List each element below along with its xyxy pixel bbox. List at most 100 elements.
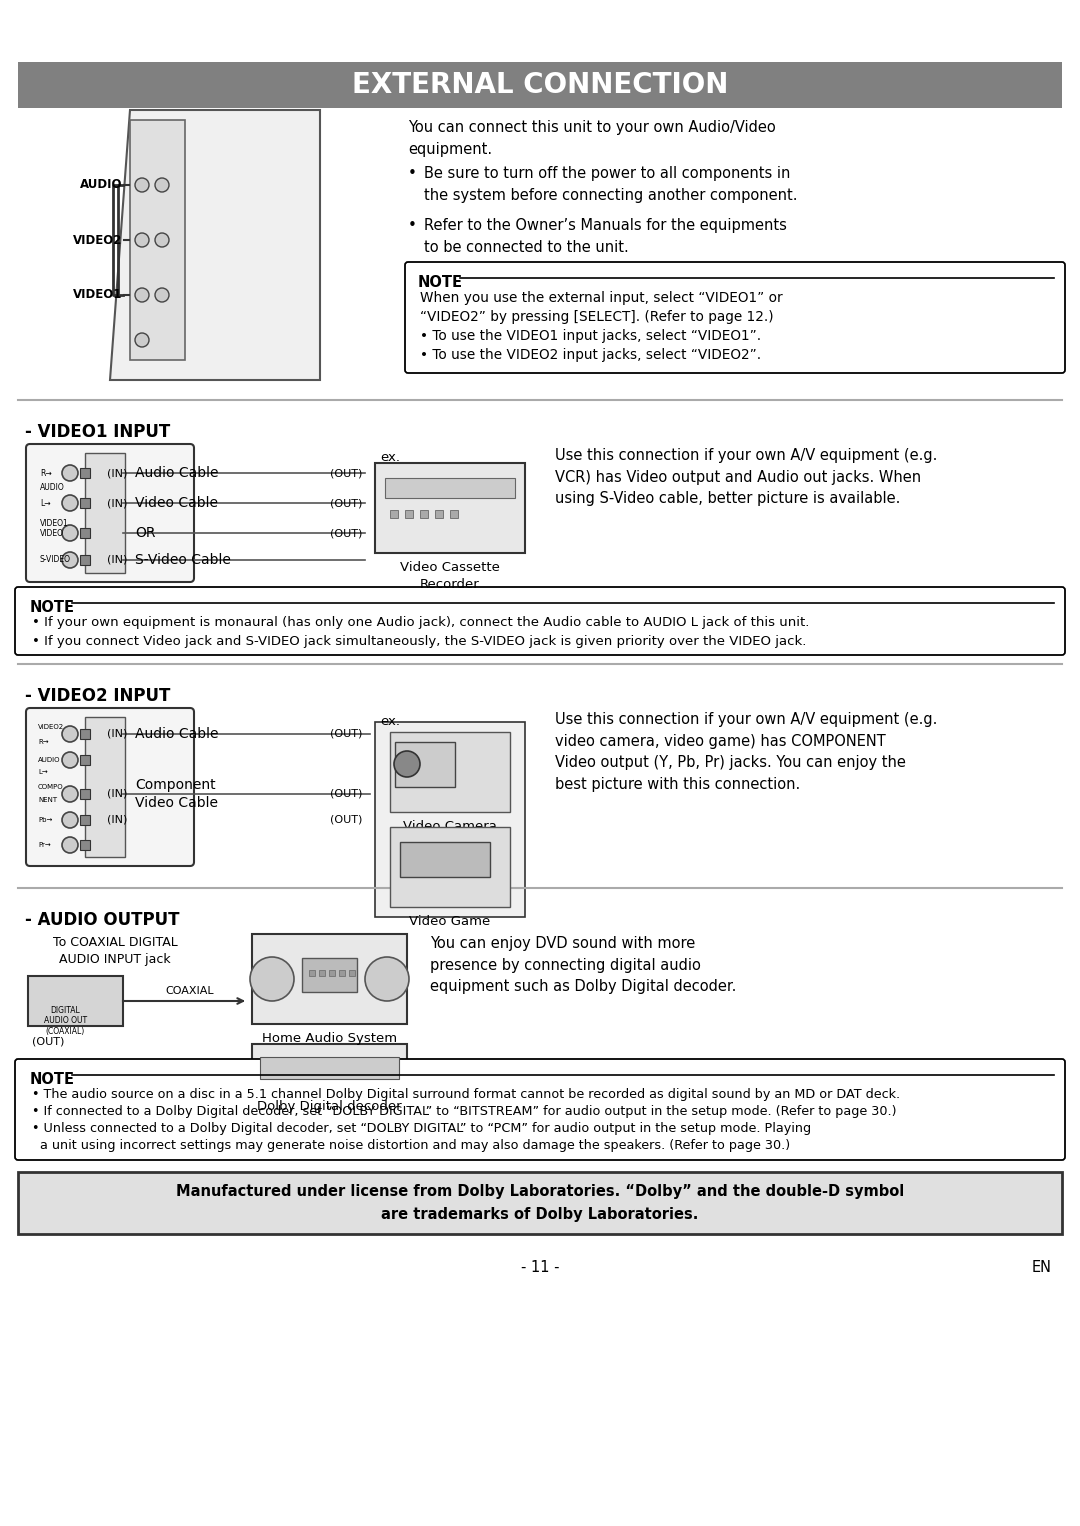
- Text: - 11 -: - 11 -: [521, 1260, 559, 1276]
- Bar: [390, 827, 510, 906]
- Bar: [80, 789, 90, 800]
- Text: NOTE: NOTE: [418, 275, 463, 290]
- Text: S-VIDEO: S-VIDEO: [40, 555, 71, 565]
- Circle shape: [156, 233, 168, 247]
- Text: equipment.: equipment.: [408, 142, 492, 157]
- Bar: [302, 958, 357, 992]
- Bar: [80, 555, 90, 565]
- Text: Manufactured under license from Dolby Laboratories. “Dolby” and the double-D sym: Manufactured under license from Dolby La…: [176, 1184, 904, 1222]
- Text: To COAXIAL DIGITAL
AUDIO INPUT jack: To COAXIAL DIGITAL AUDIO INPUT jack: [53, 935, 177, 966]
- Text: Use this connection if your own A/V equipment (e.g.
video camera, video game) ha: Use this connection if your own A/V equi…: [555, 713, 937, 792]
- Text: Pb→: Pb→: [38, 816, 52, 823]
- Text: (IN): (IN): [107, 555, 127, 565]
- Circle shape: [249, 957, 294, 1001]
- Bar: [339, 971, 345, 977]
- Text: (IN): (IN): [107, 729, 127, 739]
- Text: R→: R→: [38, 739, 49, 745]
- Text: (IN): (IN): [107, 815, 127, 826]
- Circle shape: [365, 957, 409, 1001]
- Bar: [80, 729, 90, 739]
- Bar: [80, 528, 90, 539]
- Text: Video Game: Video Game: [409, 916, 490, 928]
- Bar: [405, 510, 413, 517]
- Text: (OUT): (OUT): [329, 815, 362, 826]
- Bar: [390, 732, 510, 812]
- Text: (OUT): (OUT): [329, 497, 362, 508]
- Circle shape: [62, 726, 78, 742]
- Text: •: •: [408, 218, 417, 233]
- Text: Use this connection if your own A/V equipment (e.g.
VCR) has Video output and Au: Use this connection if your own A/V equi…: [555, 449, 937, 507]
- Bar: [450, 510, 458, 517]
- Text: •: •: [408, 166, 417, 182]
- Bar: [260, 1058, 399, 1079]
- Circle shape: [156, 288, 168, 302]
- Circle shape: [62, 525, 78, 542]
- Bar: [80, 755, 90, 765]
- Text: • If you connect Video jack and S-VIDEO jack simultaneously, the S-VIDEO jack is: • If you connect Video jack and S-VIDEO …: [32, 635, 807, 649]
- Text: Video Cable: Video Cable: [135, 496, 218, 510]
- FancyBboxPatch shape: [15, 588, 1065, 655]
- Text: NOTE: NOTE: [30, 600, 75, 615]
- Bar: [390, 510, 399, 517]
- Text: Video Cassette
Recorder: Video Cassette Recorder: [400, 562, 500, 591]
- FancyBboxPatch shape: [26, 708, 194, 865]
- Text: L→: L→: [38, 769, 48, 775]
- Text: AUDIO: AUDIO: [38, 757, 60, 763]
- Circle shape: [135, 179, 149, 192]
- Text: Audio Cable: Audio Cable: [135, 465, 218, 481]
- Text: Refer to the Owner’s Manuals for the equipments
to be connected to the unit.: Refer to the Owner’s Manuals for the equ…: [424, 218, 787, 255]
- Bar: [28, 977, 123, 1025]
- Bar: [420, 510, 428, 517]
- Text: (IN): (IN): [107, 789, 127, 800]
- Text: R→: R→: [40, 468, 52, 478]
- Text: COMPO: COMPO: [38, 784, 64, 790]
- Text: Video Camera: Video Camera: [403, 819, 497, 833]
- Text: Be sure to turn off the power to all components in
the system before connecting : Be sure to turn off the power to all com…: [424, 166, 797, 203]
- Text: Component
Video Cable: Component Video Cable: [135, 778, 218, 810]
- Bar: [375, 462, 525, 552]
- Circle shape: [62, 812, 78, 829]
- Text: L→: L→: [40, 499, 51, 508]
- Text: AUDIO: AUDIO: [40, 484, 65, 493]
- Circle shape: [62, 465, 78, 481]
- Polygon shape: [110, 110, 320, 380]
- Text: “VIDEO2” by pressing [SELECT]. (Refer to page 12.): “VIDEO2” by pressing [SELECT]. (Refer to…: [420, 310, 773, 324]
- Text: EN: EN: [1032, 1260, 1052, 1276]
- Bar: [85, 717, 125, 858]
- Bar: [18, 63, 1062, 108]
- Circle shape: [135, 288, 149, 302]
- Text: • If connected to a Dolby Digital decoder, set “DOLBY DIGITAL” to “BITSTREAM” fo: • If connected to a Dolby Digital decode…: [32, 1105, 896, 1119]
- Text: VIDEO1: VIDEO1: [40, 519, 69, 528]
- Circle shape: [62, 752, 78, 768]
- Text: (OUT): (OUT): [329, 789, 362, 800]
- Text: (OUT): (OUT): [32, 1036, 65, 1045]
- Text: - VIDEO1 INPUT: - VIDEO1 INPUT: [25, 423, 171, 441]
- Bar: [252, 934, 407, 1024]
- FancyBboxPatch shape: [15, 1059, 1065, 1160]
- Text: • To use the VIDEO2 input jacks, select “VIDEO2”.: • To use the VIDEO2 input jacks, select …: [420, 348, 761, 362]
- Text: VIDEO1: VIDEO1: [72, 288, 122, 302]
- Text: You can connect this unit to your own Audio/Video: You can connect this unit to your own Au…: [408, 121, 775, 134]
- Text: You can enjoy DVD sound with more
presence by connecting digital audio
equipment: You can enjoy DVD sound with more presen…: [430, 935, 737, 995]
- Bar: [349, 971, 355, 977]
- Text: ex.: ex.: [380, 452, 400, 464]
- Text: COAXIAL: COAXIAL: [165, 986, 214, 996]
- Bar: [130, 121, 185, 360]
- Bar: [309, 971, 315, 977]
- Bar: [435, 510, 443, 517]
- Bar: [384, 478, 515, 497]
- Text: VIDEO2: VIDEO2: [38, 723, 64, 729]
- Bar: [395, 742, 455, 787]
- Text: ex.: ex.: [380, 716, 400, 728]
- Text: (IN): (IN): [107, 468, 127, 478]
- Text: NOTE: NOTE: [30, 1071, 75, 1087]
- Text: VIDEO2: VIDEO2: [72, 233, 122, 247]
- Text: DIGITAL
AUDIO OUT
(COAXIAL): DIGITAL AUDIO OUT (COAXIAL): [44, 1006, 87, 1036]
- Text: • Unless connected to a Dolby Digital decoder, set “DOLBY DIGITAL” to “PCM” for : • Unless connected to a Dolby Digital de…: [32, 1122, 811, 1135]
- Bar: [80, 839, 90, 850]
- Circle shape: [62, 786, 78, 803]
- Text: (OUT): (OUT): [329, 729, 362, 739]
- Text: (OUT): (OUT): [329, 528, 362, 539]
- Bar: [18, 1172, 1062, 1235]
- Text: Home Audio System: Home Audio System: [262, 1032, 397, 1045]
